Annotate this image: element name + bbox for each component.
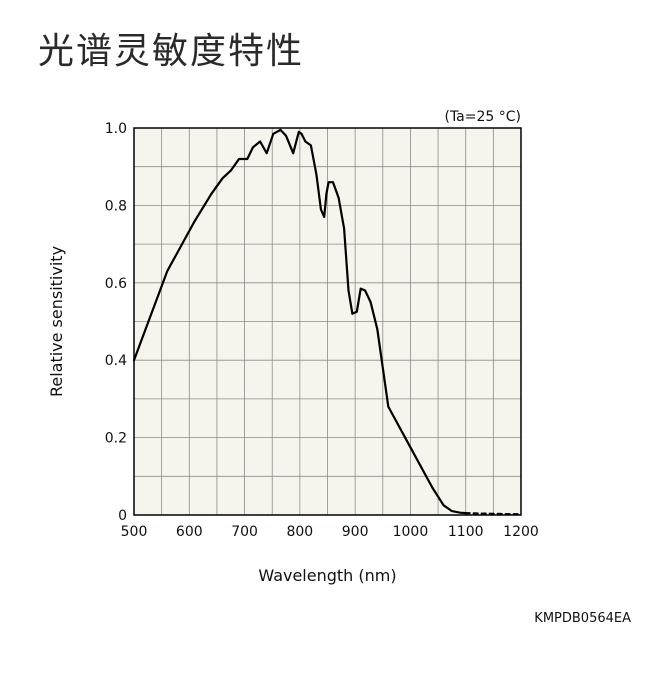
y-tick-label: 1.0 (105, 121, 127, 137)
x-tick-label: 700 (231, 524, 258, 540)
x-tick-label: 1200 (503, 524, 539, 540)
x-tick-label: 1000 (393, 524, 429, 540)
y-tick-label: 0.6 (105, 276, 127, 292)
series-line (132, 128, 467, 515)
series-group (132, 128, 523, 516)
grid-lines (133, 127, 522, 516)
y-tick-label: 0 (118, 508, 127, 524)
condition-label: (Ta=25 °C) (444, 109, 521, 125)
document-code: KMPDB0564EA (534, 611, 631, 626)
y-axis-label: Relative sensitivity (47, 246, 66, 397)
x-tick-label: 1100 (448, 524, 484, 540)
plot-frame (133, 127, 522, 516)
y-tick-label: 0.2 (105, 431, 127, 447)
x-axis-label: Wavelength (nm) (258, 566, 396, 585)
x-axis-ticks: 500 600 700 800 900 1000 1100 1200 (121, 524, 539, 540)
x-tick-label: 600 (176, 524, 203, 540)
y-tick-label: 0.8 (105, 198, 127, 214)
x-tick-label: 500 (121, 524, 148, 540)
page-title: 光谱灵敏度特性 (38, 31, 305, 72)
y-axis-ticks: 0 0.2 0.4 0.6 0.8 1.0 (105, 121, 127, 524)
series-line-dashed (464, 512, 523, 516)
x-tick-label: 800 (286, 524, 313, 540)
y-tick-label: 0.4 (105, 353, 127, 369)
x-tick-label: 900 (342, 524, 369, 540)
